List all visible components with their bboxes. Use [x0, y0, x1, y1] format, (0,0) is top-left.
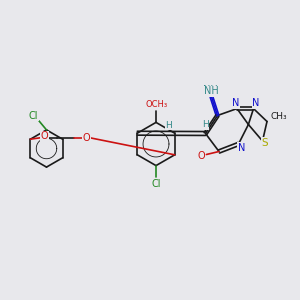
Text: S: S: [262, 137, 268, 148]
Text: O: O: [197, 151, 205, 161]
Text: OCH₃: OCH₃: [146, 100, 168, 109]
Text: O: O: [41, 131, 48, 141]
Text: N: N: [252, 98, 260, 108]
Text: Cl: Cl: [151, 179, 161, 189]
Text: CH₃: CH₃: [270, 112, 287, 122]
Text: H: H: [166, 121, 172, 130]
Text: NH: NH: [202, 85, 217, 95]
Text: N: N: [238, 142, 245, 153]
Text: NH: NH: [204, 86, 219, 97]
Text: N: N: [232, 98, 239, 108]
Text: Cl: Cl: [29, 110, 38, 121]
Text: O: O: [83, 133, 91, 143]
Text: H: H: [202, 120, 209, 129]
